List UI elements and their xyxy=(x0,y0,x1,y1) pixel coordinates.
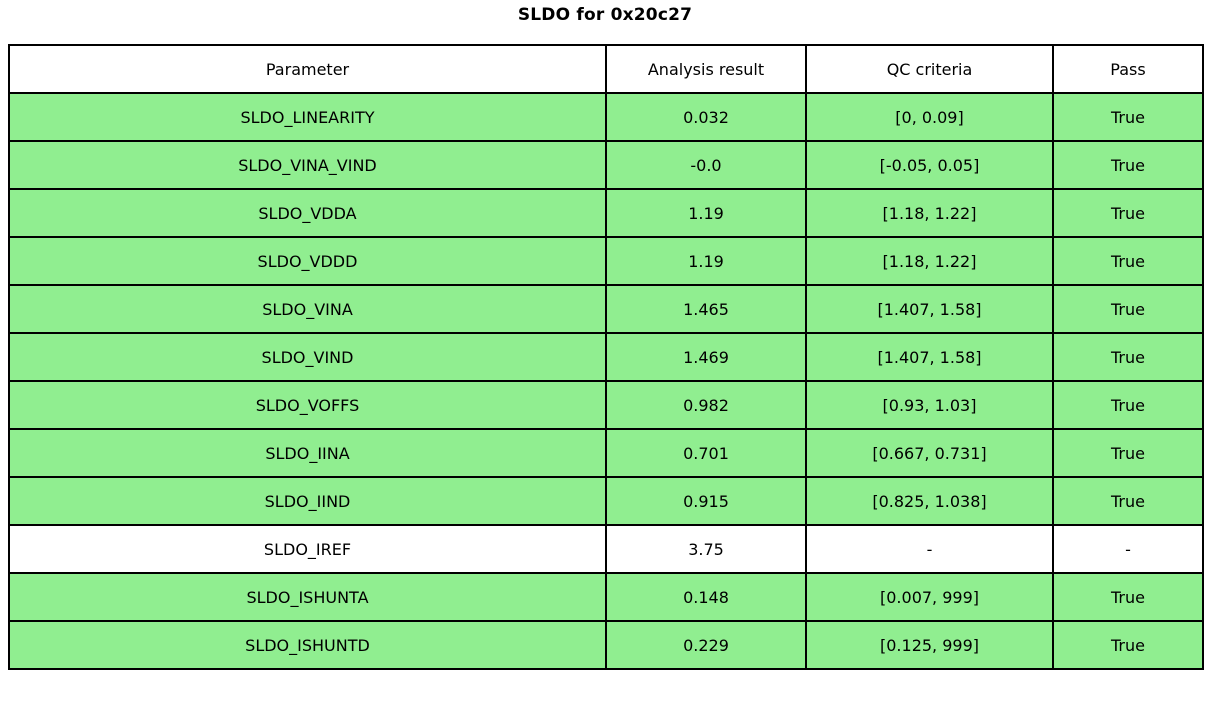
pass-cell: True xyxy=(1052,140,1204,190)
pass-cell: True xyxy=(1052,572,1204,622)
pass-cell: True xyxy=(1052,428,1204,478)
result-cell: 1.465 xyxy=(605,284,807,334)
criteria-cell: [-0.05, 0.05] xyxy=(805,140,1054,190)
pass-cell: - xyxy=(1052,524,1204,574)
table-row: SLDO_VINA_VIND -0.0 [-0.05, 0.05] True xyxy=(8,140,1204,190)
parameter-cell: SLDO_VINA_VIND xyxy=(8,140,607,190)
qc-results-table: Parameter Analysis result QC criteria Pa… xyxy=(8,44,1204,670)
table-row: SLDO_VIND 1.469 [1.407, 1.58] True xyxy=(8,332,1204,382)
pass-cell: True xyxy=(1052,332,1204,382)
parameter-cell: SLDO_VOFFS xyxy=(8,380,607,430)
parameter-cell: SLDO_IREF xyxy=(8,524,607,574)
pass-cell: True xyxy=(1052,188,1204,238)
table-body: SLDO_LINEARITY 0.032 [0, 0.09] True SLDO_VIN… xyxy=(8,92,1204,670)
result-cell: 3.75 xyxy=(605,524,807,574)
criteria-cell: [0, 0.09] xyxy=(805,92,1054,142)
page-title: SLDO for 0x20c27 xyxy=(517,5,693,25)
result-cell: 1.19 xyxy=(605,236,807,286)
pass-cell: True xyxy=(1052,620,1204,670)
parameter-cell: SLDO_VDDA xyxy=(8,188,607,238)
table-row: SLDO_LINEARITY 0.032 [0, 0.09] True xyxy=(8,92,1204,142)
criteria-cell: [1.18, 1.22] xyxy=(805,188,1054,238)
criteria-cell: [1.407, 1.58] xyxy=(805,332,1054,382)
table-row: SLDO_ISHUNTA 0.148 [0.007, 999] True xyxy=(8,572,1204,622)
parameter-cell: SLDO_ISHUNTA xyxy=(8,572,607,622)
parameter-cell: SLDO_VINA xyxy=(8,284,607,334)
parameter-cell: SLDO_IINA xyxy=(8,428,607,478)
result-cell: 0.032 xyxy=(605,92,807,142)
result-cell: 0.229 xyxy=(605,620,807,670)
criteria-cell: - xyxy=(805,524,1054,574)
col-header-qc-criteria: QC criteria xyxy=(805,44,1054,94)
pass-cell: True xyxy=(1052,284,1204,334)
pass-cell: True xyxy=(1052,380,1204,430)
criteria-cell: [1.18, 1.22] xyxy=(805,236,1054,286)
criteria-cell: [0.667, 0.731] xyxy=(805,428,1054,478)
criteria-cell: [0.125, 999] xyxy=(805,620,1054,670)
parameter-cell: SLDO_VIND xyxy=(8,332,607,382)
header-row: Parameter Analysis result QC criteria Pa… xyxy=(8,44,1204,94)
table-row: SLDO_ISHUNTD 0.229 [0.125, 999] True xyxy=(8,620,1204,670)
col-header-analysis-result: Analysis result xyxy=(605,44,807,94)
criteria-cell: [0.93, 1.03] xyxy=(805,380,1054,430)
result-cell: 1.469 xyxy=(605,332,807,382)
result-cell: 0.701 xyxy=(605,428,807,478)
col-header-pass: Pass xyxy=(1052,44,1204,94)
pass-cell: True xyxy=(1052,236,1204,286)
criteria-cell: [0.825, 1.038] xyxy=(805,476,1054,526)
table-row: SLDO_VOFFS 0.982 [0.93, 1.03] True xyxy=(8,380,1204,430)
parameter-cell: SLDO_ISHUNTD xyxy=(8,620,607,670)
result-cell: 1.19 xyxy=(605,188,807,238)
table-row: SLDO_VINA 1.465 [1.407, 1.58] True xyxy=(8,284,1204,334)
parameter-cell: SLDO_IIND xyxy=(8,476,607,526)
table-row: SLDO_IREF 3.75- - xyxy=(8,524,1204,574)
result-cell: 0.982 xyxy=(605,380,807,430)
result-cell: 0.148 xyxy=(605,572,807,622)
result-cell: -0.0 xyxy=(605,140,807,190)
table-row: SLDO_VDDA 1.19 [1.18, 1.22] True xyxy=(8,188,1204,238)
pass-cell: True xyxy=(1052,476,1204,526)
parameter-cell: SLDO_LINEARITY xyxy=(8,92,607,142)
result-cell: 0.915 xyxy=(605,476,807,526)
criteria-cell: [0.007, 999] xyxy=(805,572,1054,622)
table-row: SLDO_IINA 0.701 [0.667, 0.731] True xyxy=(8,428,1204,478)
table-row: SLDO_VDDD 1.19 [1.18, 1.22] True xyxy=(8,236,1204,286)
parameter-cell: SLDO_VDDD xyxy=(8,236,607,286)
pass-cell: True xyxy=(1052,92,1204,142)
table-row: SLDO_IIND 0.915 [0.825, 1.038] True xyxy=(8,476,1204,526)
col-header-parameter: Parameter xyxy=(8,44,607,94)
criteria-cell: [1.407, 1.58] xyxy=(805,284,1054,334)
